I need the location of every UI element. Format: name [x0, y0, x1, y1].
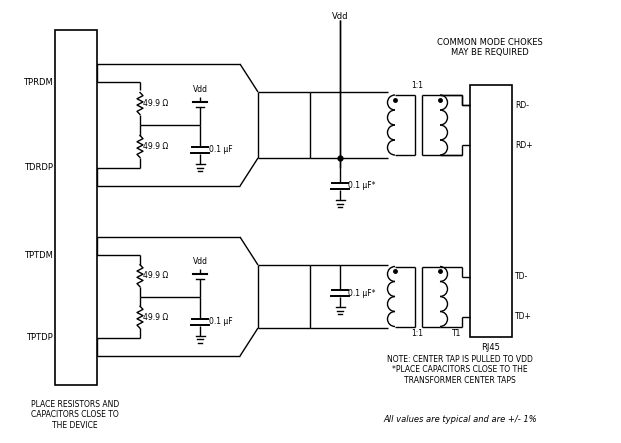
- Text: T1: T1: [452, 330, 461, 338]
- Text: TPTDP: TPTDP: [26, 334, 53, 342]
- Text: TDRDP: TDRDP: [24, 163, 53, 172]
- Text: 0.1 μF: 0.1 μF: [209, 145, 233, 155]
- Text: RD-: RD-: [515, 101, 529, 109]
- Text: TPRDM: TPRDM: [23, 78, 53, 86]
- Text: Vdd: Vdd: [193, 85, 207, 94]
- Text: RJ45: RJ45: [481, 342, 501, 351]
- Text: Vdd: Vdd: [332, 12, 348, 21]
- Text: 49.9 Ω: 49.9 Ω: [143, 313, 168, 322]
- Text: TPTDM: TPTDM: [24, 250, 53, 260]
- Text: TD+: TD+: [515, 312, 532, 321]
- Text: NOTE: CENTER TAP IS PULLED TO VDD
*PLACE CAPACITORS CLOSE TO THE
TRANSFORMER CEN: NOTE: CENTER TAP IS PULLED TO VDD *PLACE…: [387, 355, 533, 385]
- Text: 49.9 Ω: 49.9 Ω: [143, 271, 168, 280]
- Text: PLACE RESISTORS AND
CAPACITORS CLOSE TO
THE DEVICE: PLACE RESISTORS AND CAPACITORS CLOSE TO …: [31, 400, 119, 430]
- Text: 1:1: 1:1: [412, 81, 424, 90]
- Text: 1:1: 1:1: [412, 330, 424, 338]
- Text: 49.9 Ω: 49.9 Ω: [143, 99, 168, 108]
- Text: COMMON MODE CHOKES
MAY BE REQUIRED: COMMON MODE CHOKES MAY BE REQUIRED: [437, 38, 543, 58]
- Text: 49.9 Ω: 49.9 Ω: [143, 142, 168, 151]
- Text: TD-: TD-: [515, 272, 528, 281]
- Bar: [470, 85, 512, 337]
- Text: RD+: RD+: [515, 140, 533, 149]
- Text: All values are typical and are +/- 1%: All values are typical and are +/- 1%: [383, 415, 537, 424]
- Text: 0.1 μF: 0.1 μF: [209, 317, 233, 326]
- Bar: [55, 30, 97, 385]
- Text: 0.1 μF*: 0.1 μF*: [348, 182, 376, 190]
- Text: Vdd: Vdd: [193, 256, 207, 265]
- Text: 0.1 μF*: 0.1 μF*: [348, 288, 376, 298]
